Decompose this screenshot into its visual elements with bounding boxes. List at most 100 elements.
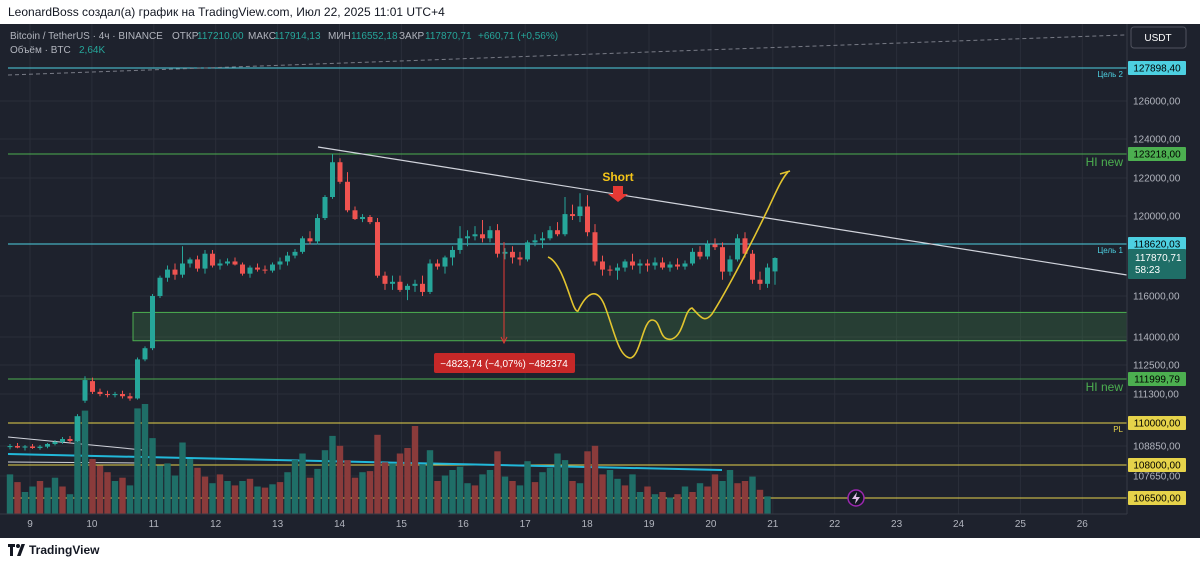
- candle: [607, 265, 613, 276]
- candle: [472, 226, 478, 241]
- candle: [397, 275, 403, 292]
- level-price-label-bg: [1128, 147, 1186, 161]
- candle-body: [577, 206, 583, 216]
- volume-bar: [569, 481, 576, 514]
- volume-bar: [509, 481, 516, 514]
- volume-bar: [194, 467, 201, 514]
- volume-bar: [269, 484, 276, 514]
- candle: [465, 230, 470, 247]
- candle: [382, 271, 388, 290]
- time-tick-label: 16: [458, 519, 470, 530]
- candle: [727, 255, 733, 276]
- currency-button[interactable]: USDT: [1130, 26, 1187, 49]
- candle-body: [667, 264, 673, 268]
- volume-bar: [711, 474, 719, 514]
- candlestick-chart[interactable]: Цель 2 HI new Цель 1 HI new PL Short −4823,74…: [0, 24, 1200, 538]
- level-price-label-bg: [1128, 416, 1186, 430]
- volume-bar: [614, 478, 621, 514]
- candle: [240, 262, 245, 276]
- candle: [352, 206, 358, 221]
- candle-body: [82, 380, 88, 401]
- candle-body: [645, 263, 650, 266]
- level-tag: PL: [1113, 425, 1123, 434]
- candle: [225, 258, 230, 266]
- candle-body: [120, 394, 125, 397]
- level-price-label-text: 123218,00: [1133, 150, 1181, 161]
- tradingview-brand: TradingView: [29, 543, 100, 557]
- candle: [742, 232, 748, 258]
- candle-body: [435, 263, 440, 267]
- time-tick-label: 12: [210, 519, 222, 530]
- candle-body: [562, 214, 568, 235]
- candle-body: [375, 222, 380, 276]
- volume-bar: [561, 460, 569, 514]
- level-price-label-text: 127898,40: [1133, 64, 1181, 75]
- currency-button-frame[interactable]: [1130, 26, 1187, 49]
- volume-bar: [764, 496, 771, 514]
- volume-bar: [404, 448, 411, 514]
- volume-bar: [299, 453, 306, 514]
- candle: [555, 222, 560, 237]
- candle-body: [97, 391, 103, 394]
- candle-body: [660, 262, 665, 268]
- candle-body: [397, 281, 403, 290]
- volume-bar: [59, 486, 66, 514]
- candle-body: [712, 244, 718, 248]
- level-price-label: 111999,79: [1128, 372, 1186, 386]
- level-price-label-bg: [1128, 372, 1186, 386]
- volume-bar: [591, 445, 599, 514]
- candle: [247, 265, 253, 278]
- candle-body: [615, 267, 620, 271]
- replay-lightning-button[interactable]: [847, 489, 865, 507]
- volume-bar: [6, 474, 14, 514]
- volume-bar: [419, 464, 426, 514]
- volume-bar: [546, 467, 554, 514]
- price-tick-label: 116000,00: [1133, 292, 1180, 303]
- candle: [345, 172, 350, 213]
- volume-bar: [246, 478, 254, 514]
- candle: [277, 257, 283, 270]
- volume-bar: [126, 485, 134, 514]
- price-tick-label: 120000,00: [1133, 212, 1181, 223]
- candle-body: [652, 262, 658, 266]
- candle: [37, 445, 43, 450]
- candle: [682, 260, 688, 270]
- volume-bar: [314, 468, 321, 514]
- time-tick-label: 10: [86, 519, 98, 530]
- candle-body: [427, 263, 433, 292]
- candle-body: [472, 234, 478, 237]
- volume-bar: [674, 494, 681, 514]
- candle: [15, 443, 20, 449]
- candle: [622, 259, 628, 272]
- candle-body: [480, 234, 485, 239]
- candle: [630, 253, 635, 270]
- candle: [592, 224, 598, 266]
- volume-bar: [201, 476, 209, 514]
- candle: [315, 214, 320, 245]
- time-axis[interactable]: [0, 514, 1200, 538]
- candle-body: [765, 267, 770, 284]
- volume-bar: [704, 486, 711, 514]
- candle-body: [45, 444, 50, 447]
- level-price-label-text: 111999,79: [1134, 375, 1180, 386]
- candle: [667, 261, 673, 272]
- candle-body: [30, 446, 35, 449]
- candle-body: [202, 253, 208, 269]
- currency-label: USDT: [1144, 33, 1171, 44]
- candle-body: [292, 251, 298, 256]
- price-tick-label: 122000,00: [1133, 174, 1181, 185]
- candle: [82, 376, 88, 403]
- candle-body: [232, 261, 238, 265]
- time-tick-label: 9: [27, 519, 33, 530]
- candle: [135, 357, 140, 400]
- candle-body: [150, 296, 155, 349]
- chart-area[interactable]: Цель 2 HI new Цель 1 HI new PL Short −4823,74…: [0, 24, 1200, 538]
- volume-bar: [224, 481, 231, 514]
- candle: [420, 275, 425, 296]
- volume-bar: [749, 476, 756, 514]
- current-price-label-bg: [1128, 249, 1186, 279]
- volume-bar: [261, 487, 269, 514]
- price-tick-label: 114000,00: [1133, 333, 1180, 344]
- time-tick-label: 24: [953, 519, 965, 530]
- candle: [360, 214, 365, 223]
